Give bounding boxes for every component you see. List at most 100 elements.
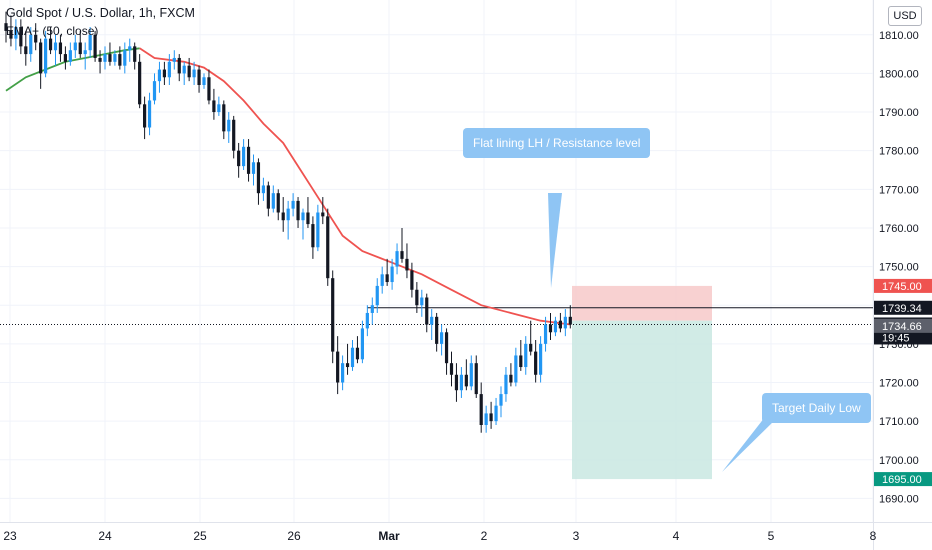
candle-body	[430, 316, 434, 325]
candle-body	[306, 212, 310, 225]
candle	[534, 340, 538, 383]
y-tick-label: 1760.00	[879, 223, 919, 235]
candle-body	[514, 355, 518, 383]
candle	[83, 42, 87, 70]
price-tag-label: 1745.00	[882, 281, 922, 293]
candle	[128, 38, 132, 62]
candle	[251, 154, 256, 186]
candle-body	[4, 23, 8, 31]
candle-body	[504, 374, 508, 395]
candle-body	[58, 42, 63, 55]
candle	[301, 208, 305, 240]
y-tick-label: 1710.00	[879, 416, 919, 428]
candle-body	[118, 54, 122, 66]
candle	[563, 309, 567, 337]
candle-body	[261, 185, 265, 194]
candle-body	[276, 193, 280, 213]
candle	[143, 96, 147, 140]
candle	[202, 73, 206, 89]
candle	[118, 46, 122, 70]
candle	[395, 243, 399, 275]
price-tag-countdown: 19:45	[882, 332, 910, 344]
candle	[207, 69, 211, 105]
candle-body	[454, 374, 459, 391]
candle-body	[212, 100, 216, 113]
candle	[261, 177, 265, 201]
candle-body	[222, 104, 226, 132]
candle-body	[380, 274, 384, 286]
candle	[568, 305, 572, 329]
candle	[331, 270, 335, 364]
candle-body	[152, 81, 157, 101]
candle-body	[336, 351, 340, 383]
y-tick-label: 1810.00	[879, 30, 919, 42]
candle-body	[286, 208, 290, 221]
candle	[172, 50, 176, 70]
candle	[400, 227, 404, 263]
candle	[543, 316, 548, 352]
x-tick-label: 26	[287, 529, 301, 543]
candle-body	[543, 324, 548, 344]
candles	[4, 11, 572, 433]
candle-body	[509, 374, 513, 383]
candle-body	[251, 162, 256, 174]
candle-body	[73, 42, 77, 51]
candle	[316, 204, 320, 252]
candle-body	[484, 413, 488, 425]
candle-body	[108, 54, 112, 62]
candle	[281, 197, 285, 232]
candle	[68, 42, 72, 66]
candle	[326, 208, 330, 286]
candle-body	[162, 69, 166, 78]
candle	[197, 65, 201, 93]
candle	[34, 23, 38, 51]
currency-button[interactable]: USD	[888, 6, 922, 26]
candle-body	[425, 297, 429, 325]
indicator-legend[interactable]: EMA+ (50, close)	[6, 24, 99, 38]
candle	[345, 343, 350, 375]
candle	[311, 216, 315, 259]
candle-body	[449, 363, 454, 375]
candle-body	[405, 258, 409, 271]
price-tag-bg	[874, 472, 932, 487]
y-tick-label: 1790.00	[879, 107, 919, 119]
resistance-callout[interactable]: Flat lining LH / Resistance level	[463, 127, 651, 158]
candle	[380, 266, 384, 294]
ema-line	[139, 47, 571, 326]
candle	[539, 336, 543, 383]
target-callout[interactable]: Target Daily Low	[762, 392, 871, 423]
candle-body	[98, 57, 102, 62]
candle	[192, 61, 196, 85]
candle-body	[464, 374, 468, 387]
candle	[246, 139, 251, 182]
grid	[0, 0, 874, 522]
candle-body	[296, 200, 300, 221]
candle	[182, 61, 186, 85]
candle	[350, 340, 355, 371]
candle	[479, 382, 483, 433]
candle	[321, 197, 325, 225]
candle	[410, 262, 414, 298]
price-tag-label: 1739.34	[882, 303, 922, 315]
candle	[256, 158, 261, 205]
candle-body	[435, 316, 439, 344]
chart-title: Gold Spot / U.S. Dollar, 1h, FXCM	[6, 6, 195, 20]
candle-body	[395, 251, 399, 267]
candle-body	[568, 316, 572, 325]
candle	[93, 30, 97, 62]
candle	[454, 363, 459, 402]
candle	[4, 11, 8, 43]
y-tick-label: 1720.00	[879, 378, 919, 390]
candle	[291, 193, 295, 217]
candle	[484, 405, 488, 433]
candle	[276, 189, 280, 221]
candle	[341, 355, 345, 391]
candle	[242, 139, 246, 170]
candle	[237, 142, 241, 178]
candle-body	[207, 77, 211, 101]
candle-body	[237, 150, 241, 167]
x-tick-label: 4	[673, 529, 680, 543]
x-tick-label: 3	[573, 529, 580, 543]
candle-body	[182, 65, 186, 74]
